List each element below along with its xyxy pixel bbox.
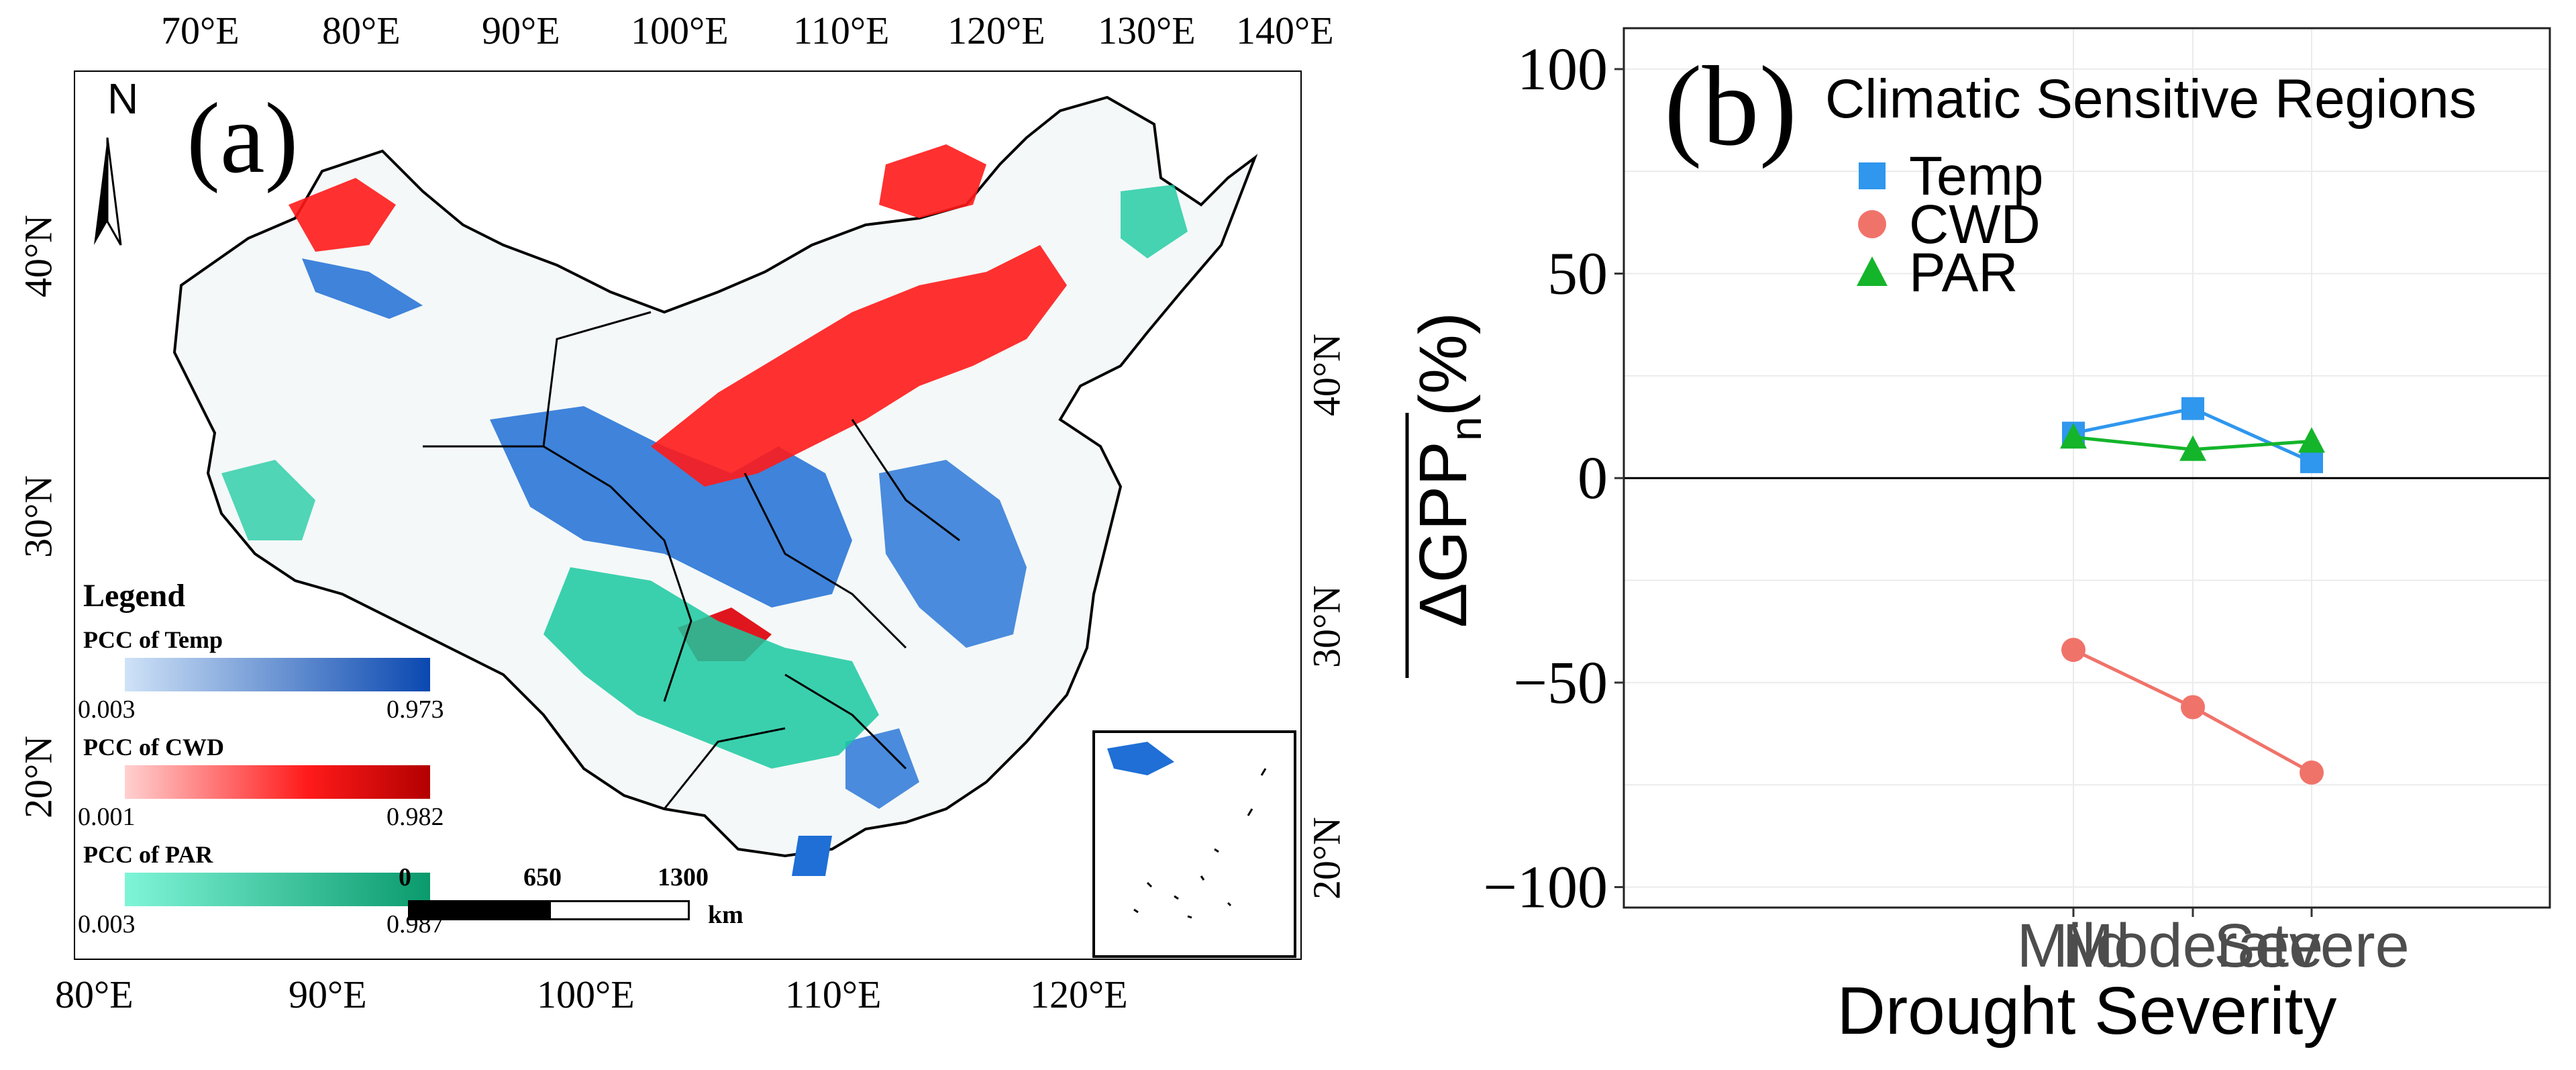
- legend-title: Legend: [83, 578, 186, 614]
- top-tick: 110°E: [793, 9, 890, 52]
- scale-bar-white: [549, 900, 690, 920]
- bottom-tick: 120°E: [1030, 973, 1128, 1016]
- data-point-temp: [2181, 397, 2204, 420]
- plot-frame: [1622, 27, 2551, 909]
- north-arrow-icon: [94, 137, 122, 246]
- cwd-region: [651, 245, 1067, 487]
- top-tick: 140°E: [1236, 9, 1334, 52]
- x-tick-label: Moderate: [2063, 912, 2324, 980]
- par-region: [221, 460, 315, 540]
- legend-label-temp: Temp: [1909, 146, 2044, 207]
- left-tick: 40°N: [16, 214, 60, 298]
- scale-tick-1300: 1300: [658, 863, 709, 891]
- data-point-temp: [2300, 450, 2323, 473]
- top-tick: 130°E: [1098, 9, 1196, 52]
- legend-min-par: 0.003: [78, 910, 136, 938]
- legend-max-cwd: 0.982: [387, 803, 444, 831]
- temp-region: [845, 728, 919, 809]
- legend-gradient-cwd: [125, 765, 430, 799]
- legend-marker-cwd: [1858, 210, 1886, 238]
- y-axis-label-unit: (%): [1406, 312, 1481, 417]
- y-tick-label: 0: [1578, 445, 1608, 512]
- y-tick-label: 100: [1517, 36, 1608, 103]
- y-axis-label: ΔGPPn(%): [1405, 312, 1490, 678]
- bottom-tick: 110°E: [785, 973, 882, 1016]
- legend-label-par: PAR: [1909, 242, 2018, 303]
- bottom-tick: 100°E: [537, 973, 635, 1016]
- data-point-cwd: [2300, 760, 2324, 785]
- bottom-tick: 80°E: [55, 973, 134, 1016]
- top-tick: 120°E: [947, 9, 1045, 52]
- series-layer: [2060, 397, 2325, 785]
- data-point-par: [2179, 435, 2206, 461]
- scale-tick-0: 0: [399, 863, 411, 891]
- par-region: [1121, 185, 1188, 258]
- map-legend: Legend PCC of Temp 0.003 0.973 PCC of CW…: [78, 577, 444, 940]
- legend-gradient-temp: [125, 658, 430, 691]
- legend-min-temp: 0.003: [78, 695, 136, 724]
- grid-layer: [1624, 28, 2550, 908]
- data-point-par: [2060, 423, 2087, 449]
- legend-label-temp: PCC of Temp: [83, 626, 223, 653]
- temp-region: [792, 836, 832, 876]
- x-tick-label: Mild: [2017, 912, 2130, 980]
- top-tick: 90°E: [482, 9, 560, 52]
- panel-b-label: (b): [1664, 43, 1797, 169]
- china-map: [74, 70, 1302, 960]
- cwd-region: [289, 178, 396, 252]
- y-tick-label: 50: [1547, 241, 1608, 307]
- x-tick-label: Severe: [2214, 912, 2410, 980]
- top-tick: 100°E: [631, 9, 729, 52]
- legend-label-par: PCC of PAR: [83, 841, 213, 868]
- legend-label-cwd: PCC of CWD: [83, 734, 224, 761]
- scale-tick-650: 650: [523, 863, 562, 891]
- x-axis-label: Drought Severity: [1837, 973, 2337, 1049]
- left-tick: 30°N: [16, 475, 60, 558]
- y-tick-label: −50: [1513, 650, 1608, 716]
- data-point-cwd: [2181, 695, 2205, 720]
- legend-min-cwd: 0.001: [78, 803, 136, 831]
- left-tick: 20°N: [16, 735, 60, 819]
- cwd-region: [879, 144, 986, 218]
- y-axis-label-sub: n: [1441, 416, 1490, 441]
- legend-max-temp: 0.973: [387, 695, 444, 724]
- south-china-sea-inset: [1092, 730, 1296, 958]
- svg-text:ΔGPPn(%): ΔGPPn(%): [1406, 312, 1490, 628]
- panel-a-label: (a): [187, 83, 299, 194]
- legend-marker-temp: [1859, 162, 1886, 189]
- north-label: N: [107, 75, 139, 123]
- scale-bar-black: [408, 900, 549, 920]
- data-point-cwd: [2061, 638, 2085, 663]
- y-tick-label: −100: [1483, 855, 1608, 921]
- top-tick: 80°E: [322, 9, 401, 52]
- legend-title: Climatic Sensitive Regions: [1825, 68, 2477, 130]
- bottom-tick: 90°E: [289, 973, 367, 1016]
- y-axis-label-main: ΔGPP: [1406, 441, 1481, 628]
- legend-marker-par: [1857, 256, 1888, 286]
- legend-label-cwd: CWD: [1909, 194, 2041, 255]
- province-border: [423, 311, 960, 810]
- scale-unit: km: [708, 901, 743, 929]
- legend-gradient-par: [125, 873, 430, 906]
- map-panel: 70°E 80°E 90°E 100°E 110°E 120°E 130°E 1…: [16, 9, 1349, 1016]
- scale-bar: 0 650 1300 km: [399, 863, 778, 943]
- par-region: [544, 567, 879, 769]
- temp-region: [302, 258, 423, 319]
- top-tick: 70°E: [161, 9, 240, 52]
- data-point-par: [2298, 427, 2325, 453]
